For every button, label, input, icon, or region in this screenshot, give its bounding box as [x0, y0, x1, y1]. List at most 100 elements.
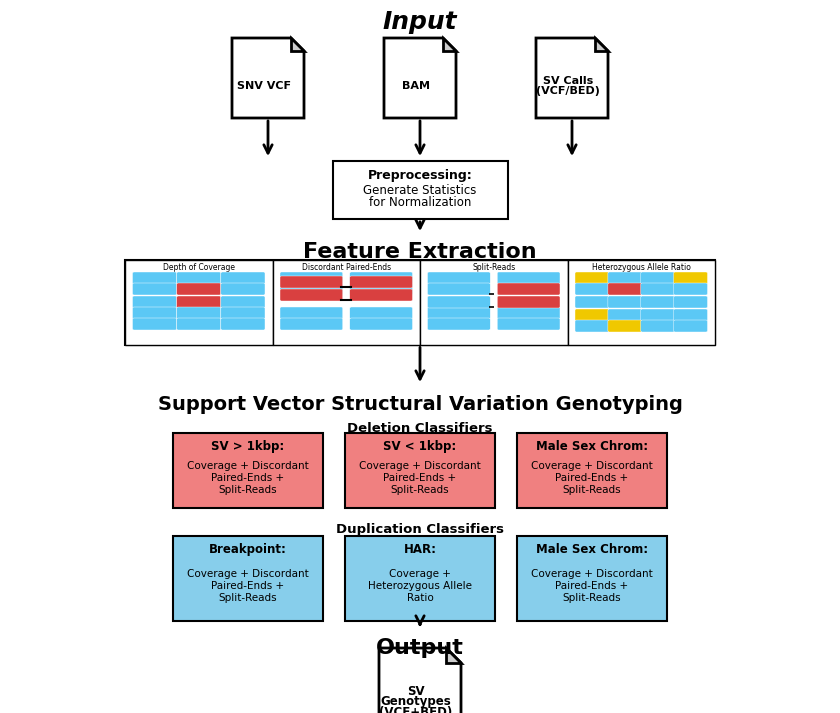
- Text: (VCF+BED): (VCF+BED): [380, 706, 453, 713]
- FancyBboxPatch shape: [349, 272, 412, 284]
- FancyBboxPatch shape: [345, 535, 495, 620]
- FancyBboxPatch shape: [176, 272, 221, 284]
- FancyBboxPatch shape: [333, 161, 507, 219]
- FancyBboxPatch shape: [176, 307, 221, 319]
- FancyBboxPatch shape: [674, 296, 707, 308]
- Text: Generate Statistics: Generate Statistics: [364, 183, 476, 197]
- FancyBboxPatch shape: [608, 283, 642, 295]
- Polygon shape: [379, 648, 461, 713]
- Polygon shape: [446, 648, 461, 663]
- Text: Depth of Coverage: Depth of Coverage: [163, 263, 234, 272]
- FancyBboxPatch shape: [133, 272, 176, 284]
- Text: Coverage + Discordant
Paired-Ends +
Split-Reads: Coverage + Discordant Paired-Ends + Spli…: [531, 461, 653, 495]
- FancyBboxPatch shape: [497, 272, 560, 284]
- FancyBboxPatch shape: [420, 260, 568, 344]
- Polygon shape: [443, 38, 456, 51]
- Text: SV > 1kbp:: SV > 1kbp:: [212, 440, 285, 453]
- Text: Coverage + Discordant
Paired-Ends +
Split-Reads: Coverage + Discordant Paired-Ends + Spli…: [531, 570, 653, 602]
- FancyBboxPatch shape: [517, 535, 667, 620]
- Text: Preprocessing:: Preprocessing:: [368, 170, 472, 183]
- Text: SV < 1kbp:: SV < 1kbp:: [383, 440, 457, 453]
- FancyBboxPatch shape: [428, 318, 491, 330]
- FancyBboxPatch shape: [280, 307, 343, 319]
- FancyBboxPatch shape: [428, 272, 491, 284]
- FancyBboxPatch shape: [280, 289, 343, 301]
- Text: SV Calls: SV Calls: [543, 76, 594, 86]
- Text: (VCF/BED): (VCF/BED): [537, 86, 601, 96]
- FancyBboxPatch shape: [221, 318, 265, 330]
- FancyBboxPatch shape: [428, 296, 491, 308]
- Polygon shape: [291, 38, 304, 51]
- FancyBboxPatch shape: [674, 309, 707, 321]
- FancyBboxPatch shape: [272, 260, 420, 344]
- FancyBboxPatch shape: [497, 283, 560, 295]
- FancyBboxPatch shape: [173, 433, 323, 508]
- FancyBboxPatch shape: [641, 309, 675, 321]
- FancyBboxPatch shape: [568, 260, 715, 344]
- FancyBboxPatch shape: [133, 318, 176, 330]
- FancyBboxPatch shape: [641, 272, 675, 284]
- FancyBboxPatch shape: [641, 296, 675, 308]
- FancyBboxPatch shape: [497, 307, 560, 319]
- FancyBboxPatch shape: [349, 307, 412, 319]
- Text: Male Sex Chrom:: Male Sex Chrom:: [536, 543, 648, 556]
- FancyBboxPatch shape: [221, 283, 265, 295]
- Text: Duplication Classifiers: Duplication Classifiers: [336, 523, 504, 536]
- FancyBboxPatch shape: [280, 318, 343, 330]
- FancyBboxPatch shape: [349, 289, 412, 301]
- FancyBboxPatch shape: [173, 535, 323, 620]
- Polygon shape: [384, 38, 456, 118]
- Text: SV: SV: [407, 685, 425, 698]
- FancyBboxPatch shape: [176, 283, 221, 295]
- Text: Discordant Paired-Ends: Discordant Paired-Ends: [302, 263, 391, 272]
- FancyBboxPatch shape: [349, 318, 412, 330]
- FancyBboxPatch shape: [608, 272, 642, 284]
- FancyBboxPatch shape: [221, 307, 265, 319]
- Text: Coverage + Discordant
Paired-Ends +
Split-Reads: Coverage + Discordant Paired-Ends + Spli…: [187, 570, 309, 602]
- FancyBboxPatch shape: [345, 433, 495, 508]
- FancyBboxPatch shape: [125, 260, 272, 344]
- FancyBboxPatch shape: [280, 276, 343, 288]
- FancyBboxPatch shape: [674, 272, 707, 284]
- FancyBboxPatch shape: [575, 283, 609, 295]
- FancyBboxPatch shape: [641, 320, 675, 332]
- FancyBboxPatch shape: [125, 260, 715, 344]
- Text: HAR:: HAR:: [403, 543, 437, 556]
- FancyBboxPatch shape: [575, 320, 609, 332]
- Text: Coverage + Discordant
Paired-Ends +
Split-Reads: Coverage + Discordant Paired-Ends + Spli…: [360, 461, 480, 495]
- FancyBboxPatch shape: [133, 296, 176, 308]
- Text: Feature Extraction: Feature Extraction: [303, 242, 537, 262]
- FancyBboxPatch shape: [280, 283, 343, 295]
- Text: Split-Reads: Split-Reads: [472, 263, 516, 272]
- FancyBboxPatch shape: [575, 272, 609, 284]
- FancyBboxPatch shape: [608, 296, 642, 308]
- Text: Output: Output: [376, 638, 464, 658]
- FancyBboxPatch shape: [674, 320, 707, 332]
- FancyBboxPatch shape: [133, 283, 176, 295]
- Polygon shape: [232, 38, 304, 118]
- FancyBboxPatch shape: [674, 283, 707, 295]
- Text: BAM: BAM: [402, 81, 430, 91]
- FancyBboxPatch shape: [517, 433, 667, 508]
- Text: Deletion Classifiers: Deletion Classifiers: [347, 421, 493, 434]
- Polygon shape: [595, 38, 608, 51]
- FancyBboxPatch shape: [133, 307, 176, 319]
- Text: Coverage +
Heterozygous Allele
Ratio: Coverage + Heterozygous Allele Ratio: [368, 570, 472, 602]
- Text: Heterozygous Allele Ratio: Heterozygous Allele Ratio: [592, 263, 690, 272]
- FancyBboxPatch shape: [349, 283, 412, 295]
- FancyBboxPatch shape: [575, 309, 609, 321]
- Text: Coverage + Discordant
Paired-Ends +
Split-Reads: Coverage + Discordant Paired-Ends + Spli…: [187, 461, 309, 495]
- FancyBboxPatch shape: [575, 296, 609, 308]
- FancyBboxPatch shape: [221, 296, 265, 308]
- FancyBboxPatch shape: [497, 296, 560, 308]
- FancyBboxPatch shape: [428, 283, 491, 295]
- FancyBboxPatch shape: [608, 320, 642, 332]
- Text: for Normalization: for Normalization: [369, 197, 471, 210]
- Polygon shape: [536, 38, 608, 118]
- Text: Genotypes: Genotypes: [381, 695, 451, 709]
- FancyBboxPatch shape: [221, 272, 265, 284]
- FancyBboxPatch shape: [176, 296, 221, 308]
- FancyBboxPatch shape: [497, 318, 560, 330]
- FancyBboxPatch shape: [176, 318, 221, 330]
- Text: Input: Input: [383, 10, 457, 34]
